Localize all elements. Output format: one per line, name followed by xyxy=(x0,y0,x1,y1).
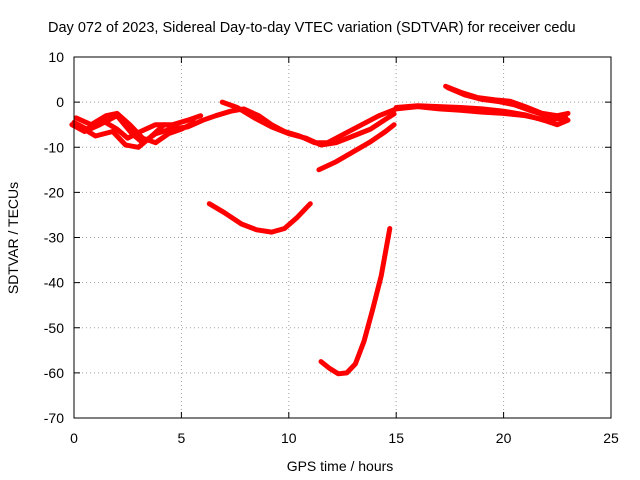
x-tick-label: 25 xyxy=(603,430,619,446)
y-tick-label: -30 xyxy=(44,230,64,246)
x-tick-label: 5 xyxy=(178,430,186,446)
y-tick-label: 10 xyxy=(48,49,64,65)
x-tick-label: 10 xyxy=(281,430,297,446)
x-tick-label: 20 xyxy=(496,430,512,446)
series-track-7 xyxy=(393,103,571,128)
y-axis-label: SDTVAR / TECUs xyxy=(5,182,21,294)
series-track-10 xyxy=(206,201,313,235)
y-tick-label: -40 xyxy=(44,275,64,291)
y-tick-label: -50 xyxy=(44,320,64,336)
y-tick-label: -20 xyxy=(44,184,64,200)
x-tick-label: 0 xyxy=(70,430,78,446)
series-track-5 xyxy=(219,99,397,148)
chart-title: Day 072 of 2023, Sidereal Day-to-day VTE… xyxy=(48,20,576,36)
y-tick-label: -70 xyxy=(44,410,64,426)
series-track-11 xyxy=(318,226,393,377)
series-track-3 xyxy=(73,110,197,146)
x-axis-label: GPS time / hours xyxy=(287,458,394,474)
y-tick-label: -10 xyxy=(44,139,64,155)
y-tick-label: 0 xyxy=(56,94,64,110)
series-track-9 xyxy=(445,85,562,121)
y-tick-labels: 10 0 -10 -20 -30 -40 -50 -60 -70 xyxy=(44,49,64,426)
x-tick-labels: 0 5 10 15 20 25 xyxy=(70,430,619,446)
series-track-4 xyxy=(77,122,180,150)
x-tick-label: 15 xyxy=(388,430,404,446)
tick-marks xyxy=(73,56,612,419)
series-group xyxy=(69,83,571,377)
series-track-6 xyxy=(316,122,397,173)
y-tick-label: -60 xyxy=(44,365,64,381)
